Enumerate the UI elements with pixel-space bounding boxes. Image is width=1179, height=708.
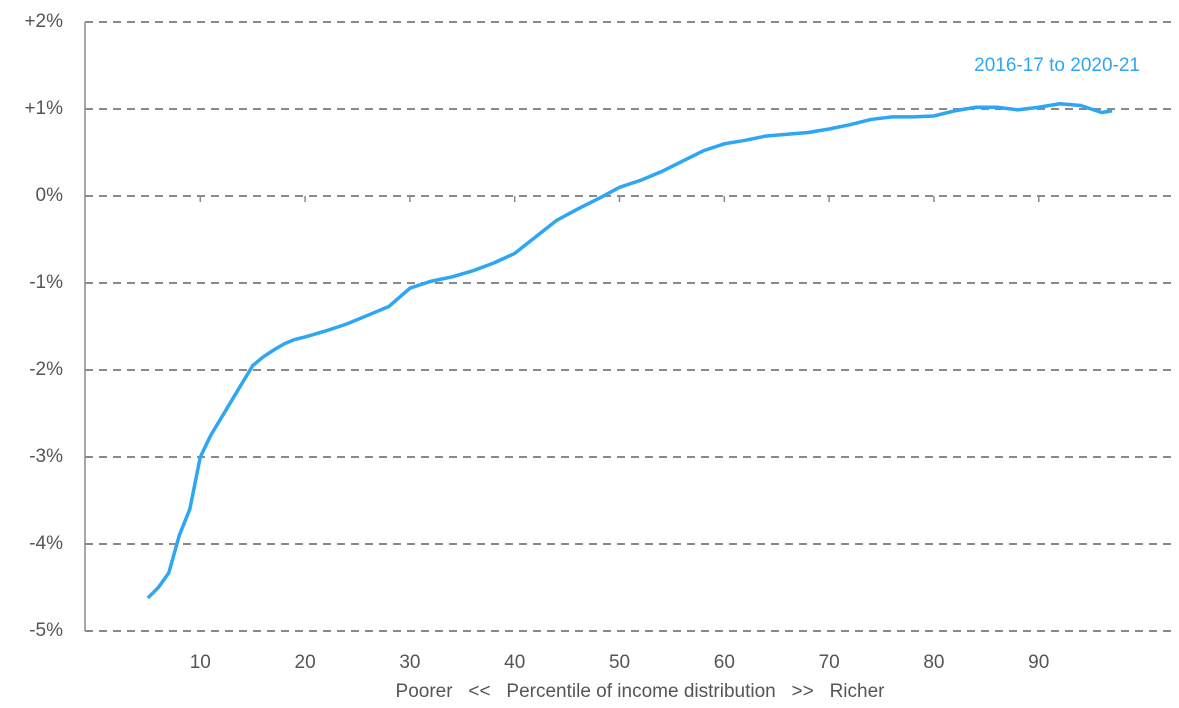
line	[146, 102, 1113, 600]
y-tick-label: -2%	[29, 359, 63, 380]
y-tick-label: -3%	[29, 446, 63, 467]
y-tick-label: -1%	[29, 272, 63, 293]
x-axis-label: Poorer << Percentile of income distribut…	[396, 681, 886, 702]
x-tick-label: 90	[1028, 652, 1049, 673]
series-label: 2016-17 to 2020-21	[974, 55, 1140, 76]
x-tick-label: 80	[923, 652, 944, 673]
y-tick-label: +2%	[24, 11, 63, 32]
x-tick-label: 40	[504, 652, 525, 673]
x-tick-label: 30	[399, 652, 420, 673]
y-tick-label: -4%	[29, 533, 63, 554]
x-tick-label: 60	[714, 652, 735, 673]
x-tick-label: 70	[819, 652, 840, 673]
y-tick-label: -5%	[29, 620, 63, 641]
y-tick-label: +1%	[24, 98, 63, 119]
y-tick-label: 0%	[36, 185, 64, 206]
x-tick-label: 20	[295, 652, 316, 673]
x-tick-label: 10	[190, 652, 211, 673]
x-tick-label: 50	[609, 652, 630, 673]
